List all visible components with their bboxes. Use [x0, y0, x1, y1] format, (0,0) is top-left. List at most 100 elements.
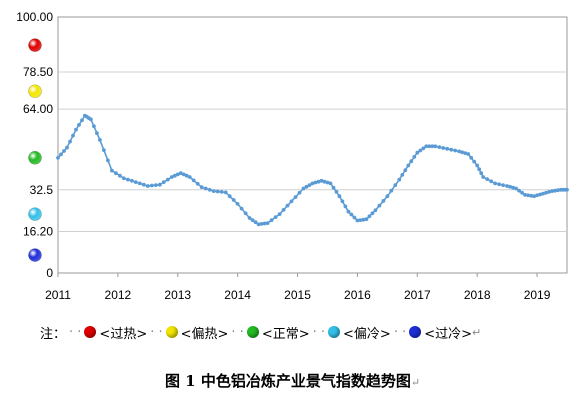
- x-tick-label: 2017: [404, 288, 431, 300]
- series-point: [343, 204, 348, 209]
- series-point: [256, 222, 261, 227]
- series-point: [373, 208, 378, 213]
- y-tick-label: 0: [46, 266, 53, 280]
- x-tick-label: 2016: [344, 288, 371, 300]
- series-point: [211, 189, 216, 194]
- series-point: [187, 175, 192, 179]
- series-point: [77, 123, 81, 127]
- series-point: [259, 222, 264, 226]
- series-point: [370, 211, 375, 216]
- series-point: [406, 163, 411, 168]
- chart-area: 100.00 78.50 64.00 32.5 16.20 0 2011 2012 2013 20…: [16, 10, 569, 300]
- series-point: [469, 155, 474, 160]
- series-point: [178, 171, 183, 176]
- series-point: [358, 218, 363, 223]
- series-point: [56, 155, 60, 160]
- legend-label: <过冷>: [424, 326, 473, 342]
- series-point: [334, 190, 339, 194]
- series-point: [493, 181, 497, 186]
- series-point: [550, 189, 554, 194]
- series-point: [71, 133, 75, 138]
- line-chart: 100.00 78.50 64.00 32.5 16.20 0 2011 2012 2013 20…: [16, 10, 569, 300]
- x-tick-label: 2015: [284, 288, 311, 300]
- series-point: [114, 171, 118, 176]
- y-tick-label: 64.00: [23, 102, 53, 116]
- series-point: [445, 146, 450, 151]
- figure-caption: 图 1 中色铝冶炼产业景气指数趋势图↵: [0, 370, 585, 391]
- series-point: [322, 179, 327, 184]
- series-point: [80, 118, 84, 123]
- series-point: [553, 188, 557, 193]
- y-tick-label: 100.00: [16, 10, 53, 24]
- series-point: [497, 182, 501, 187]
- series-point: [565, 187, 569, 192]
- series-point: [364, 217, 369, 222]
- series-point: [92, 124, 96, 129]
- series-point: [393, 183, 398, 188]
- legend-label: <偏热>: [180, 326, 229, 342]
- series-point: [262, 221, 267, 226]
- series-point: [316, 179, 321, 184]
- series-point: [106, 158, 110, 163]
- legend-separator: · ·: [393, 324, 407, 340]
- series-point: [231, 198, 236, 202]
- series-point: [247, 216, 252, 220]
- x-tick-label: 2013: [164, 288, 191, 300]
- legend-color-dot-icon: [165, 326, 178, 338]
- x-tick-label: 2019: [524, 288, 551, 300]
- series-point: [203, 186, 208, 191]
- series-point: [141, 182, 146, 187]
- caption-return-mark: ↵: [410, 376, 421, 389]
- series-point: [223, 190, 228, 195]
- series-point: [253, 220, 258, 225]
- zone-marker-4: [28, 248, 42, 262]
- legend-item: <过热>: [84, 323, 147, 342]
- series-point: [508, 184, 512, 189]
- legend-color-dot-icon: [328, 326, 341, 338]
- legend-label: <过热>: [99, 326, 148, 342]
- series-point: [215, 189, 220, 194]
- series-point: [400, 173, 405, 177]
- series-point: [195, 181, 200, 186]
- series-point: [289, 199, 294, 204]
- series-point: [457, 149, 462, 154]
- series-point: [227, 194, 232, 199]
- x-tick-label: 2012: [105, 288, 132, 300]
- zone-marker-1: [28, 84, 42, 99]
- series-point: [301, 186, 306, 191]
- series-point: [466, 152, 471, 156]
- series-point: [98, 138, 102, 142]
- series-point: [281, 208, 286, 212]
- series-point: [424, 144, 429, 149]
- series-point: [477, 167, 482, 172]
- series-point: [157, 182, 162, 187]
- series-point: [514, 186, 518, 191]
- x-tick-label: 2011: [45, 288, 71, 300]
- series-point: [265, 221, 270, 226]
- series-point: [361, 217, 366, 222]
- legend: 注： · · <过热> · · <偏热> · · <正常> · · <偏冷> · · <过冷> ↵: [40, 320, 481, 344]
- y-tick-label: 78.50: [23, 65, 53, 79]
- series-point: [313, 180, 318, 185]
- series-point: [184, 173, 189, 178]
- series-point: [62, 149, 66, 153]
- series-point: [418, 148, 423, 153]
- series-point: [485, 177, 490, 182]
- series-point: [412, 155, 417, 159]
- series-point: [59, 152, 63, 157]
- series-point: [307, 183, 312, 188]
- legend-item: <偏热>: [165, 323, 229, 342]
- series-point: [481, 175, 486, 179]
- series-point: [352, 215, 357, 220]
- legend-separator: · ·: [69, 324, 82, 340]
- series-point: [409, 159, 414, 164]
- series-point: [328, 181, 333, 186]
- series-point: [421, 146, 426, 151]
- series-point: [293, 195, 298, 200]
- series-point: [325, 180, 330, 185]
- series-point: [535, 193, 539, 198]
- series-point: [355, 218, 360, 223]
- series-point: [319, 178, 324, 183]
- legend-color-dot-icon: [409, 326, 422, 338]
- series-point: [95, 131, 99, 136]
